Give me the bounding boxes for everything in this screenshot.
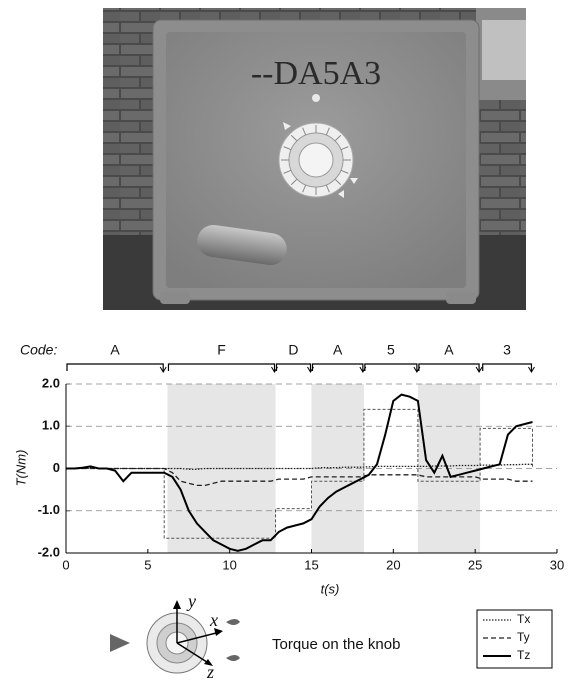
y-tick-label: 0 <box>53 460 60 475</box>
code-segment-label: A <box>333 342 343 358</box>
x-tick-label: 10 <box>222 557 236 572</box>
code-display: --DA5A3 <box>251 55 381 92</box>
scene: --DA5A3 <box>103 8 526 310</box>
caption: Torque on the knob <box>272 636 400 653</box>
axis-label-x: x <box>209 610 218 630</box>
legend-label: Tz <box>517 648 530 662</box>
code-segment-label: F <box>217 342 226 358</box>
x-tick-label: 25 <box>468 557 482 572</box>
code-bracket <box>67 364 163 371</box>
y-axis-title: T(Nm) <box>13 450 28 487</box>
y-tick-label: 1.0 <box>42 418 60 433</box>
knob-diagram: y x z Torque on the knob <box>110 591 552 681</box>
code-bracket <box>276 364 310 371</box>
x-tick-label: 20 <box>386 557 400 572</box>
code-segment-label: A <box>444 342 454 358</box>
x-tick-label: 15 <box>304 557 318 572</box>
code-bracket <box>365 364 417 371</box>
x-tick-label: 5 <box>144 557 151 572</box>
code-bracket <box>168 364 274 371</box>
code-segment-label: A <box>110 342 120 358</box>
axis-label-y: y <box>186 591 196 611</box>
y-tick-label: -1.0 <box>38 502 60 517</box>
code-bracket <box>483 364 532 371</box>
code-segment-label: 5 <box>387 342 395 358</box>
code-bracket <box>313 364 363 371</box>
x-axis-title: t(s) <box>321 581 340 596</box>
legend-box <box>477 610 552 668</box>
axis-label-z: z <box>206 662 214 681</box>
code-label: Code: <box>20 342 57 358</box>
figure: --DA5A3 y x z Torque on the knob 2.0 1.0 0… <box>0 0 572 681</box>
code-bracket <box>419 364 479 371</box>
code-segment-label: 3 <box>503 342 511 358</box>
code-segment-label: D <box>288 342 298 358</box>
legend-label: Tx <box>517 612 530 626</box>
x-tick-label: 0 <box>62 557 69 572</box>
y-tick-label: 2.0 <box>42 375 60 390</box>
x-tick-label: 30 <box>550 557 564 572</box>
legend-label: Ty <box>517 630 530 644</box>
y-tick-label: -2.0 <box>38 544 60 559</box>
